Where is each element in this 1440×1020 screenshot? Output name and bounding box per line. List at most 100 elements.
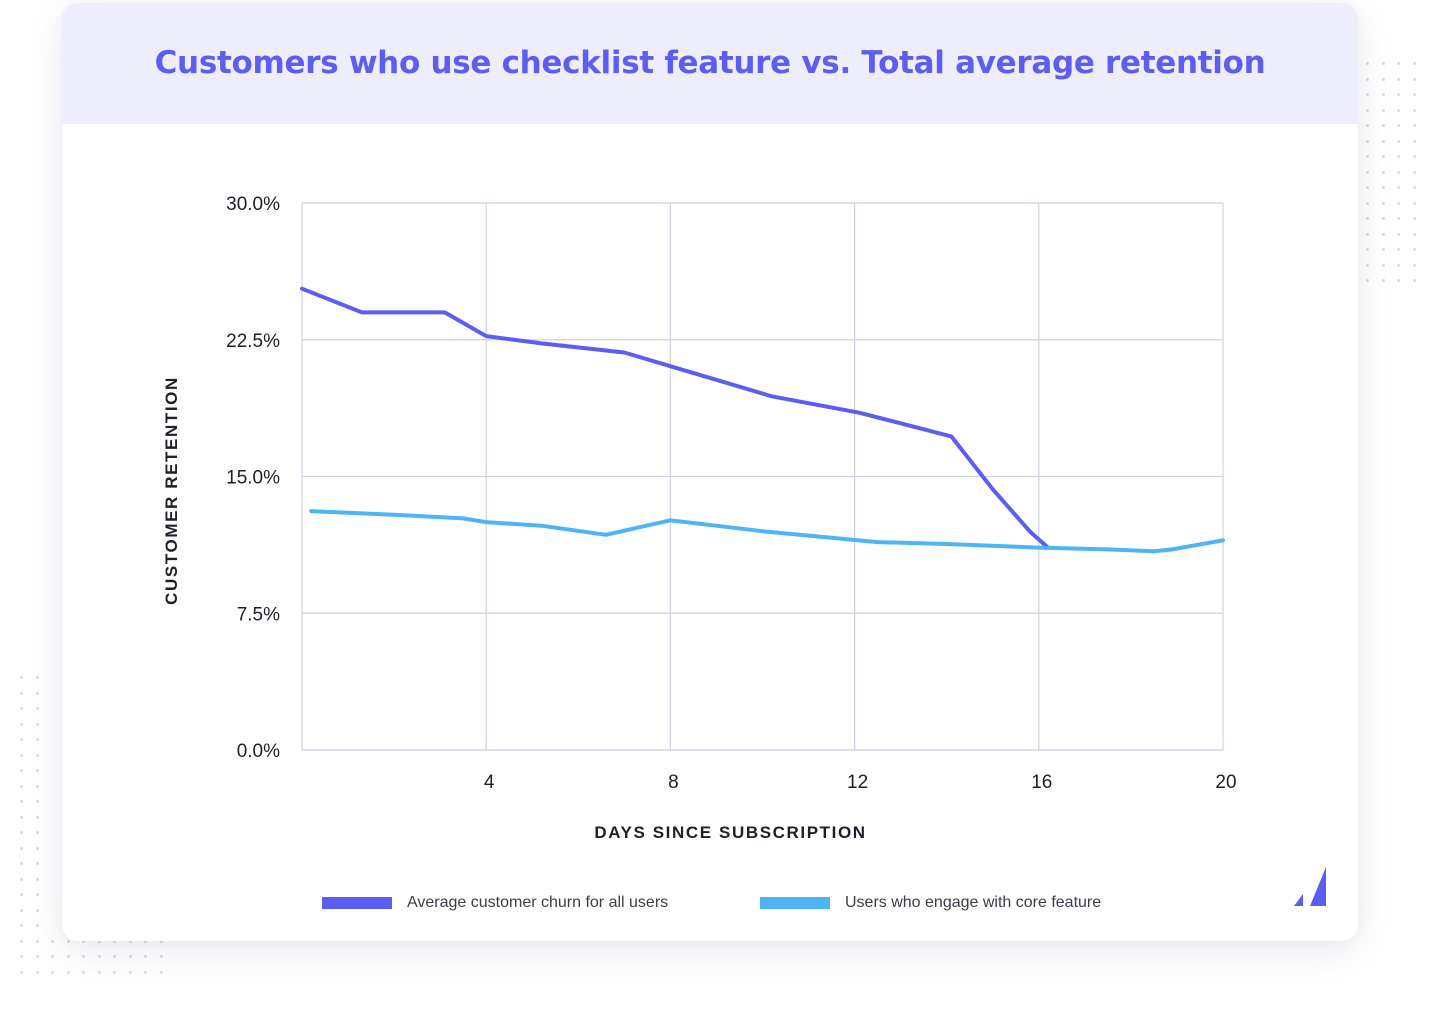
decorative-dot: [20, 676, 23, 679]
y-tick-label: 0.0%: [237, 741, 280, 762]
brand-logo-icon: [1294, 867, 1326, 906]
decorative-dot: [1366, 155, 1369, 158]
decorative-dot: [35, 908, 39, 912]
decorative-dot: [35, 846, 39, 850]
y-tick-label: 30.0%: [226, 194, 280, 215]
y-axis-label: CUSTOMER RETENTION: [162, 376, 181, 605]
decorative-dot: [1366, 170, 1369, 174]
decorative-dot: [20, 877, 23, 881]
decorative-dot: [1412, 93, 1416, 96]
chart-card: Customers who use checklist feature vs. …: [62, 3, 1358, 941]
decorative-dot: [82, 955, 85, 958]
decorative-dot: [35, 831, 39, 834]
decorative-dot: [1381, 93, 1385, 96]
decorative-dot: [20, 800, 23, 803]
decorative-dot: [1366, 201, 1369, 205]
decorative-dot: [1397, 62, 1400, 65]
decorative-dot: [1397, 77, 1400, 81]
x-tick-label: 4: [484, 772, 495, 793]
x-axis-label: DAYS SINCE SUBSCRIPTION: [594, 823, 866, 842]
decorative-dot: [51, 955, 54, 958]
decorative-dot: [1381, 201, 1385, 205]
chart-header: Customers who use checklist feature vs. …: [62, 3, 1358, 124]
decorative-dot: [20, 939, 23, 943]
legend-swatch-churn: [322, 897, 392, 909]
decorative-dot: [1366, 279, 1369, 282]
decorative-dot: [66, 970, 70, 974]
decorative-dot: [35, 753, 39, 757]
decorative-dot: [1366, 139, 1369, 143]
chart-legend: Average customer churn for all users Use…: [62, 890, 1358, 916]
decorative-dot: [35, 784, 39, 788]
decorative-dot: [1397, 217, 1400, 220]
legend-swatch-engage: [760, 897, 830, 909]
decorative-dot: [20, 691, 23, 695]
series-line-churn: [300, 286, 1050, 550]
decorative-dot: [1412, 124, 1416, 127]
decorative-dot: [20, 815, 23, 819]
decorative-dot: [35, 924, 39, 927]
decorative-dot: [1381, 232, 1385, 236]
chart-title: Customers who use checklist feature vs. …: [154, 44, 1266, 81]
decorative-dot: [1366, 186, 1369, 189]
decorative-dot: [1397, 263, 1400, 267]
decorative-dot: [1412, 170, 1416, 174]
decorative-dot: [1397, 139, 1400, 143]
tick-labels: 0.0% 7.5% 15.0% 22.5% 30.0% 4 8 12 16 20: [226, 194, 1236, 793]
decorative-dot: [35, 738, 39, 741]
legend-item-churn: Average customer churn for all users: [322, 890, 668, 916]
grid-lines: [302, 202, 1224, 751]
legend-label-churn: Average customer churn for all users: [407, 894, 669, 911]
decorative-dot: [1366, 217, 1369, 220]
decorative-dot: [97, 955, 101, 958]
decorative-dot: [20, 846, 23, 850]
decorative-dot: [113, 955, 116, 958]
decorative-dot: [97, 939, 101, 943]
decorative-dot: [20, 753, 23, 757]
decorative-dot: [20, 722, 23, 726]
decorative-dot: [128, 955, 132, 958]
x-tick-label: 8: [668, 772, 679, 793]
decorative-dot: [97, 970, 101, 974]
decorative-dot: [51, 939, 54, 943]
decorative-dot: [113, 939, 116, 943]
legend-label-engage: Users who engage with core feature: [845, 894, 1102, 911]
decorative-dot: [1366, 124, 1369, 127]
decorative-dot: [20, 784, 23, 788]
decorative-dot: [1381, 170, 1385, 174]
decorative-dot: [1412, 263, 1416, 267]
decorative-dot: [1397, 248, 1400, 251]
decorative-dot: [20, 707, 23, 710]
decorative-dot: [20, 970, 23, 974]
decorative-dot: [128, 939, 132, 943]
decorative-dot: [1412, 201, 1416, 205]
decorative-dot: [1412, 62, 1416, 65]
decorative-dot: [82, 970, 85, 974]
decorative-dot: [1381, 108, 1385, 112]
decorative-dot: [1381, 217, 1385, 220]
decorative-dot: [1381, 62, 1385, 65]
decorative-dot: [1381, 77, 1385, 81]
decorative-dot: [159, 955, 163, 958]
decorative-dot: [1412, 232, 1416, 236]
decorative-dot: [35, 707, 39, 710]
decorative-dot: [1366, 232, 1369, 236]
decorative-dot: [1397, 279, 1400, 282]
decorative-dot: [128, 970, 132, 974]
decorative-dot: [144, 955, 147, 958]
decorative-dot: [1366, 62, 1369, 65]
decorative-dot: [1381, 186, 1385, 189]
series-line-engage: [309, 509, 1225, 554]
decorative-dot: [144, 970, 147, 974]
decorative-dot: [159, 939, 163, 943]
decorative-dot: [20, 862, 23, 865]
decorative-dot: [1381, 139, 1385, 143]
decorative-dot: [20, 908, 23, 912]
decorative-dot: [20, 924, 23, 927]
decorative-dot: [20, 738, 23, 741]
decorative-dot: [1397, 186, 1400, 189]
decorative-dot: [1397, 232, 1400, 236]
decorative-dot: [1412, 108, 1416, 112]
decorative-dot: [35, 676, 39, 679]
decorative-dot: [1381, 248, 1385, 251]
